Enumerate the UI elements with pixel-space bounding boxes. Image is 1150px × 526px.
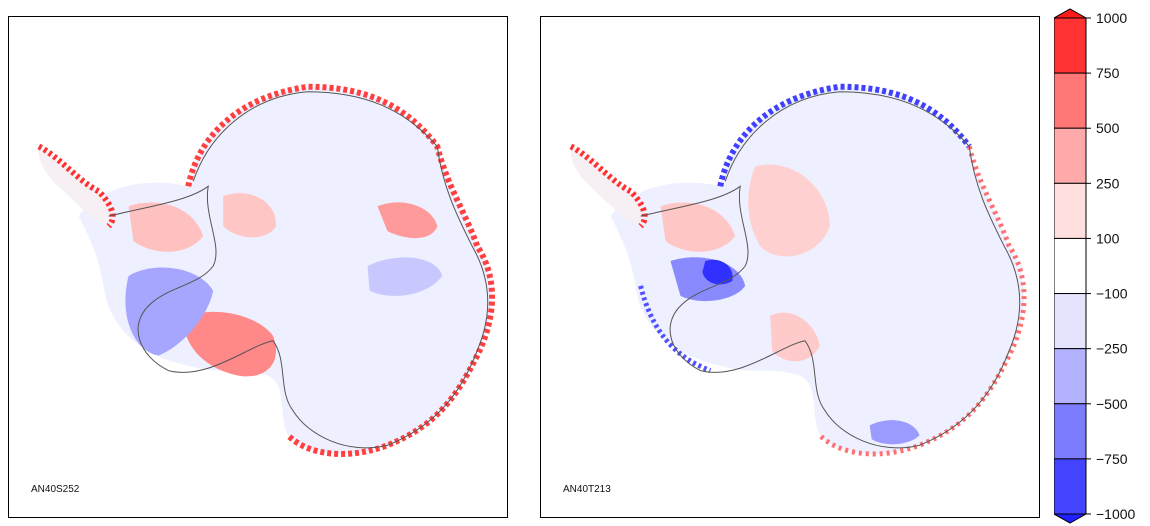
- coastal-rim: [717, 83, 972, 187]
- colorbar-segment: [1054, 458, 1087, 515]
- blue-region-south: [869, 420, 920, 445]
- colorbar-tick-label: −100: [1096, 286, 1128, 302]
- peninsula: [570, 146, 645, 227]
- colorbar-segment: [1054, 127, 1087, 184]
- red-region-central: [223, 193, 277, 238]
- peninsula: [38, 146, 113, 227]
- panel-label: AN40T213: [563, 484, 611, 495]
- colorbar-tick-label: 100: [1096, 230, 1120, 246]
- colorbar-tick-label: −1000: [1096, 506, 1136, 522]
- colorbar-segment: [1054, 72, 1087, 129]
- grounding-line: [108, 91, 489, 449]
- pink-region-central: [748, 164, 830, 257]
- coastal-rim: [185, 83, 495, 457]
- blue-region-east: [367, 257, 443, 296]
- colorbar-segment: [1054, 293, 1087, 350]
- panel-label: AN40S252: [31, 484, 80, 495]
- colorbar-segment: [1054, 182, 1087, 239]
- antarctica-map-right: [569, 83, 1027, 457]
- map-panel-left: AN40S252: [8, 16, 508, 518]
- colorbar-tick-label: −500: [1096, 396, 1128, 412]
- colorbar-tick-label: 750: [1096, 65, 1120, 81]
- red-region-east: [377, 202, 438, 239]
- colorbar-under-arrow: [1054, 513, 1088, 524]
- colorbar-segment: [1054, 17, 1087, 74]
- colorbar-segment: [1054, 403, 1087, 460]
- colorbar-over-arrow: [1054, 8, 1088, 19]
- red-region-west: [186, 311, 277, 377]
- map-panel-right: AN40T213: [540, 16, 1040, 518]
- colorbar: 1000 750 500 250 100 −100 −250 −500 −750 −1000: [1054, 6, 1144, 526]
- pink-region-wedell: [660, 202, 736, 252]
- blue-core: [702, 259, 733, 285]
- ice-sheet-body: [610, 86, 1025, 454]
- colorbar-tick-label: 1000: [1096, 10, 1127, 26]
- colorbar-tick-label: −750: [1096, 451, 1128, 467]
- blue-region-west: [125, 267, 214, 356]
- colorbar-segment: [1054, 348, 1087, 405]
- colorbar-svg: 1000 750 500 250 100 −100 −250 −500 −750 −1000: [1054, 8, 1136, 524]
- west-blue-rim: [638, 285, 712, 373]
- pink-region-wedell: [128, 202, 204, 252]
- antarctica-map-left: [37, 83, 495, 457]
- colorbar-tick-label: 250: [1096, 175, 1120, 191]
- ice-sheet-body: [78, 86, 493, 454]
- grounding-line: [640, 91, 1021, 449]
- colorbar-segment: [1054, 237, 1087, 295]
- colorbar-tick-label: −250: [1096, 341, 1128, 357]
- coastal-rim-east: [818, 145, 1027, 457]
- colorbar-tick-label: 500: [1096, 120, 1120, 136]
